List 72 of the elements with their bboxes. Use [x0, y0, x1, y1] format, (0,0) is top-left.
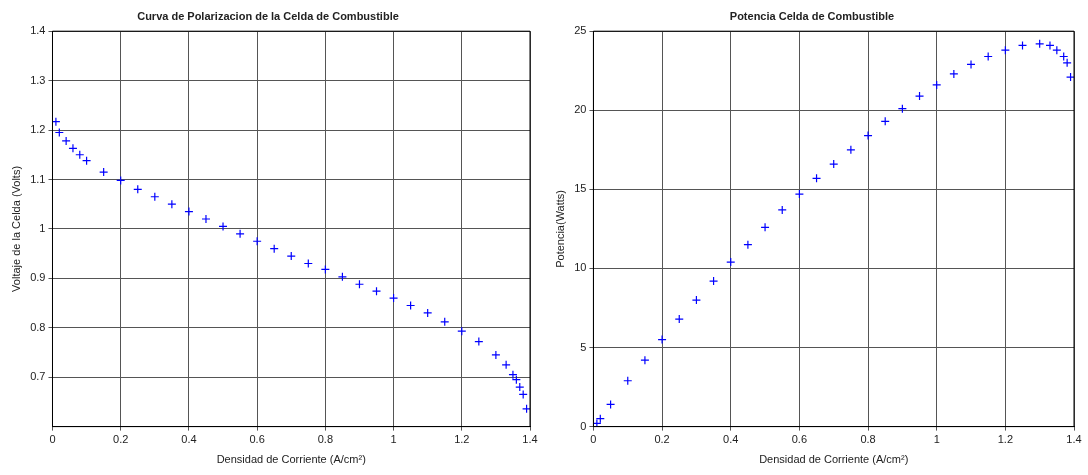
point [201, 214, 211, 224]
point [640, 355, 650, 365]
point [932, 80, 942, 90]
x-tick-label: 0.6 [249, 433, 265, 446]
y-tick-label: 0 [580, 419, 587, 432]
y-tick-label: 1.1 [30, 172, 46, 185]
y-tick-label: 20 [574, 103, 587, 116]
y-tick-label: 10 [574, 261, 587, 274]
y-axis-title: Potencia(Watts) [553, 189, 566, 268]
point [68, 143, 78, 153]
point [863, 130, 873, 141]
chart-title: Potencia Celda de Combustible [729, 9, 895, 22]
x-tick-label: 0.4 [723, 433, 739, 446]
point [252, 236, 262, 246]
point [286, 251, 296, 261]
x-tick-label: 0.6 [791, 433, 808, 446]
point [218, 221, 228, 232]
point [726, 257, 736, 267]
point [501, 360, 511, 370]
point [515, 382, 525, 392]
y-tick-label: 1.2 [30, 123, 46, 136]
point [184, 207, 194, 217]
x-tick-label: 1.2 [997, 433, 1013, 446]
y-tick-label: 0.8 [30, 320, 46, 333]
point [99, 167, 109, 177]
point [674, 314, 684, 324]
x-tick-label: 1.4 [1066, 433, 1082, 446]
point [708, 276, 719, 286]
y-tick-label: 0.9 [30, 271, 46, 284]
point [846, 145, 856, 155]
x-tick-label: 0.2 [113, 433, 129, 446]
y-tick-label: 1.3 [30, 73, 46, 86]
x-tick-label: 0.8 [860, 433, 876, 446]
y-tick-label: 25 [574, 24, 587, 37]
x-tick-label: 1.2 [454, 433, 470, 446]
x-axis-title: Densidad de Corriente (A/cm²) [759, 453, 909, 466]
x-tick-label: 0.2 [654, 433, 670, 446]
point [1065, 72, 1074, 82]
point [743, 240, 753, 250]
point [829, 159, 839, 169]
point [657, 335, 667, 345]
point [777, 205, 787, 215]
point [949, 69, 959, 79]
y-tick-label: 5 [580, 340, 587, 353]
x-tick-label: 1 [390, 433, 397, 446]
point [388, 293, 399, 303]
x-tick-label: 1 [933, 433, 940, 446]
point [760, 222, 770, 232]
point [966, 59, 976, 70]
point [914, 91, 925, 101]
x-tick-label: 0.4 [181, 433, 197, 446]
chart-title: Curva de Polarizacion de la Celda de Combustible [137, 9, 399, 22]
point [423, 308, 433, 318]
point [491, 350, 501, 360]
x-tick-label: 0 [49, 433, 56, 446]
point [691, 295, 702, 305]
point [167, 199, 177, 209]
y-tick-label: 0.7 [30, 370, 46, 383]
point [1035, 39, 1045, 49]
y-tick-label: 1 [39, 221, 46, 234]
x-tick-label: 1.4 [522, 433, 538, 446]
y-tick-label: 15 [574, 182, 587, 195]
point [61, 136, 71, 146]
point [593, 418, 602, 427]
point [235, 229, 245, 239]
x-tick-label: 0.8 [317, 433, 333, 446]
point [52, 117, 61, 127]
y-axis-title: Voltaje de la Celda (Volts) [9, 165, 22, 292]
x-axis-title: Densidad de Corriente (A/cm²) [216, 453, 366, 466]
x-tick-label: 0 [590, 433, 597, 446]
y-tick-label: 1.4 [30, 24, 46, 37]
point [794, 189, 804, 199]
